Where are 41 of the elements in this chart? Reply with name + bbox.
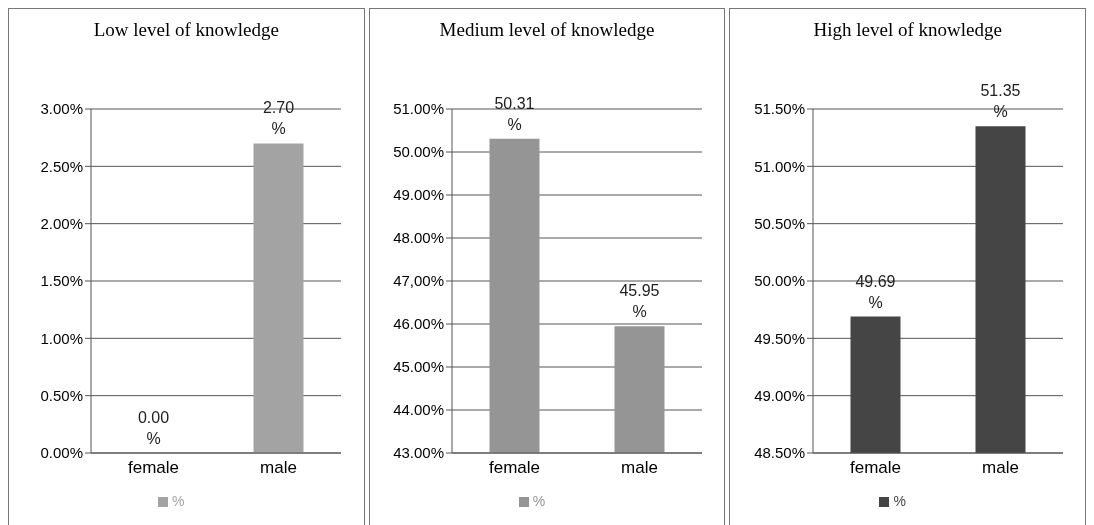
y-tick-label: 48.00%	[393, 229, 444, 247]
y-tick-label: 43.00%	[393, 444, 444, 462]
y-tick-label: 48.50%	[753, 444, 805, 462]
data-label: 50.31 %	[494, 94, 535, 133]
legend-label: %	[532, 493, 546, 509]
y-tick-label: 51.50%	[753, 100, 805, 118]
y-tick-label: 50.00%	[393, 143, 444, 161]
y-tick-label: 51.00%	[753, 157, 805, 175]
y-tick-label: 49.00%	[393, 186, 444, 204]
x-tick-label: female	[128, 458, 180, 478]
data-label: 0.00 %	[138, 409, 170, 447]
chart-title: Medium level of knowledge	[438, 19, 656, 42]
x-tick-label: female	[849, 458, 901, 478]
y-tick-label: 50.00%	[753, 272, 805, 290]
y-tick-label: 49.00%	[753, 386, 805, 404]
chart-title: High level of knowledge	[812, 19, 1003, 42]
y-tick-label: 2.00%	[40, 214, 84, 232]
chart-title: Low level of knowledge	[92, 19, 280, 42]
y-tick-label: 45.00%	[393, 358, 444, 376]
y-tick-label: 2.50%	[40, 157, 84, 175]
x-tick-label: male	[260, 458, 298, 478]
y-tick-label: 49.50%	[753, 329, 805, 347]
y-tick-label: 0.50%	[40, 386, 84, 404]
x-tick-label: male	[981, 458, 1019, 478]
y-tick-label: 1.50%	[40, 272, 84, 290]
x-tick-label: male	[621, 458, 658, 478]
y-tick-label: 51.00%	[393, 100, 444, 118]
data-label: 45.95 %	[619, 282, 660, 321]
legend-label: %	[172, 493, 185, 509]
y-tick-label: 0.00%	[40, 444, 84, 462]
legend-label: %	[893, 493, 906, 509]
y-tick-label: 44.00%	[393, 401, 444, 419]
y-tick-label: 1.00%	[40, 329, 84, 347]
x-tick-label: female	[488, 458, 541, 478]
data-label: 51.35 %	[980, 82, 1021, 121]
y-tick-label: 3.00%	[40, 100, 84, 118]
y-tick-label: 46.00%	[393, 315, 444, 333]
data-label: 2.70 %	[263, 99, 295, 138]
y-tick-label: 50.50%	[753, 214, 805, 232]
y-tick-label: 47,00%	[393, 272, 444, 290]
data-label: 49.69 %	[855, 272, 896, 311]
